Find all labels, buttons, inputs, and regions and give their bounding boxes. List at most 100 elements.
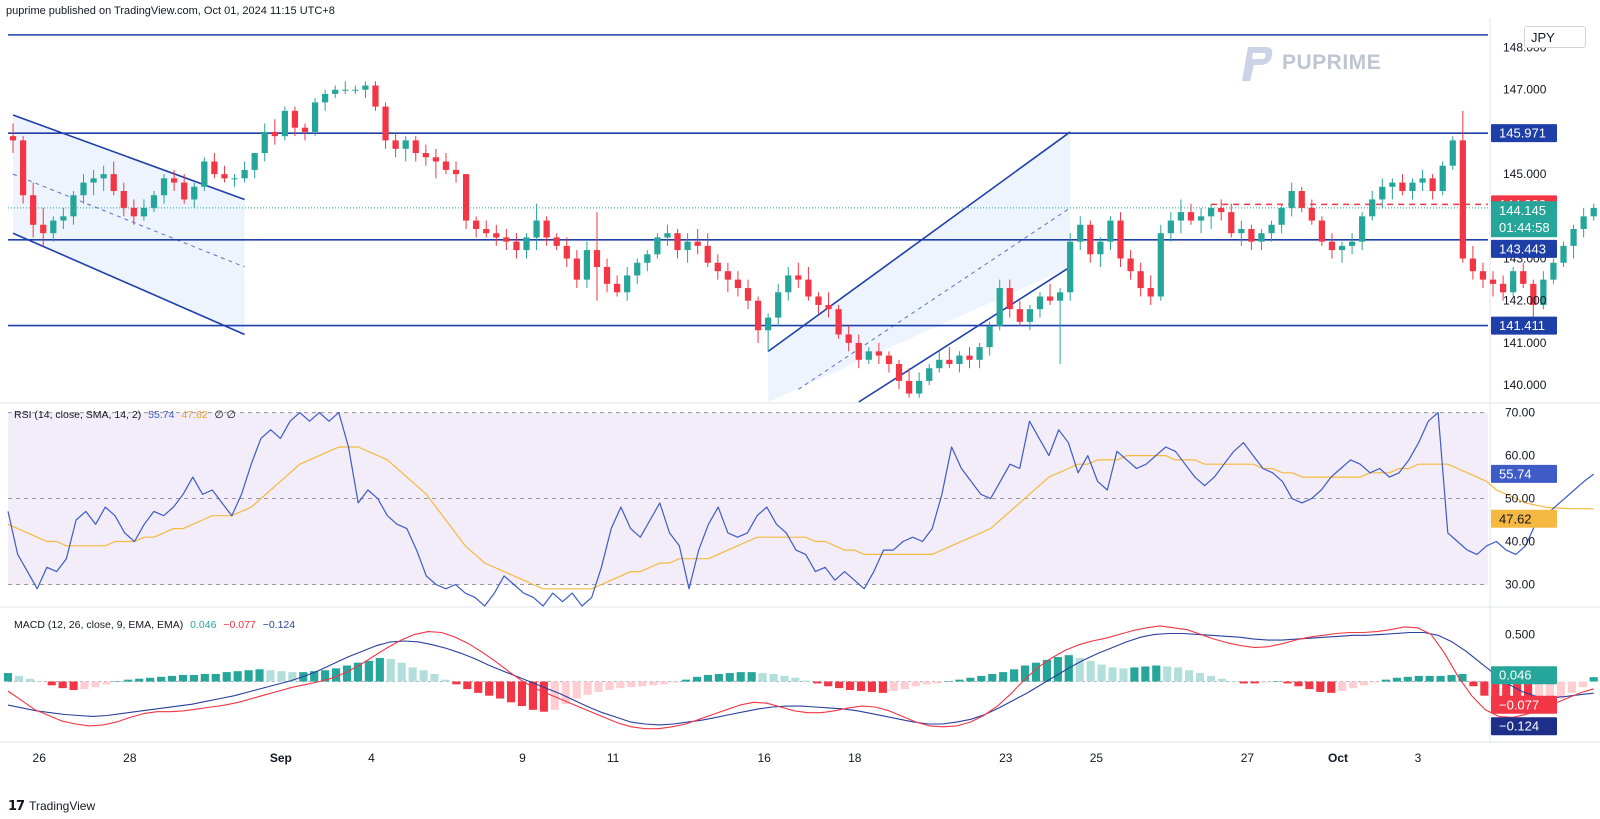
macd-histogram-bar [517,681,527,707]
tradingview-footer[interactable]: 𝟭𝟳 TradingView [8,798,95,814]
candle [1147,275,1154,305]
candle [60,207,67,229]
candle-body [805,279,812,297]
candle-body [1590,207,1597,217]
channel-lower-rising [858,266,1071,403]
candle [1117,212,1124,267]
macd-histogram-bar [1283,681,1292,684]
macd-histogram-bar [1502,681,1511,708]
channel-fill-falling [13,115,245,335]
macd-histogram-bar [802,680,811,682]
candle [613,275,621,297]
candle-body [1318,220,1325,242]
candle [181,174,188,204]
candle [1288,182,1295,217]
candle [1489,271,1497,297]
channel-mid-rising [798,207,1071,390]
candle [1258,228,1265,251]
price-axis-tick: 147.000 [1503,83,1547,97]
candle-body [1570,228,1577,246]
candle [9,123,17,154]
candle-body [986,326,993,348]
candle-body [1077,224,1084,242]
macd-histogram-bar [91,681,100,688]
candle-body [473,220,480,229]
candle [332,85,339,99]
candle [1439,161,1446,196]
candle [1187,203,1195,225]
candle-body [503,237,510,242]
candle [563,237,570,267]
macd-histogram-bar [856,681,866,691]
macd-histogram-bar [977,675,986,682]
rsi-extra: ∅ ∅ [215,409,236,421]
macd-histogram-bar [955,679,964,682]
candle [684,233,691,263]
candle [634,258,641,284]
rsi-current-label-bg [1491,464,1557,483]
macd-histogram-bar [157,676,166,682]
candle-body [1006,288,1013,310]
candle-body [372,85,379,107]
candle-body [533,220,540,238]
candle [1006,279,1013,318]
macd-histogram-bar [364,660,373,682]
candle [553,233,560,251]
candle-body [261,131,268,154]
candle [1157,224,1164,301]
macd-histogram-bar [1513,681,1522,710]
candle [241,161,248,183]
macd-histogram-bar [47,681,56,686]
candle [1177,199,1185,234]
macd-histogram-bar [769,674,778,682]
channel-upper-rising [767,131,1071,353]
candle [1369,191,1376,221]
candle-body [1348,241,1356,246]
candle-body [1097,241,1104,255]
candle-body [301,127,309,132]
candle [1036,292,1044,318]
rsi-sma-label: 47.62 [1499,511,1532,526]
macd-histogram-bar [550,681,559,710]
macd-macd-label-bg [1491,695,1557,714]
macd-histogram-bar [988,674,997,682]
macd-histogram-bar [1556,681,1565,699]
macd-histogram-bar [474,681,483,693]
macd-histogram-bar [1425,675,1434,682]
candle [1298,186,1305,213]
candle-body [956,355,963,365]
candle-body [1499,283,1507,293]
macd-histogram-bar [397,662,406,682]
candle [986,321,993,356]
candle-body [916,380,923,394]
macd-histogram-bar [1042,659,1051,682]
candle-body [402,140,409,149]
candle-body [543,220,550,238]
rsi-pane [7,412,1595,607]
candle [311,98,319,137]
candle [382,102,389,149]
candle [1107,216,1114,251]
candle-body [90,178,97,183]
candle [1127,250,1134,280]
candle [422,144,429,166]
candle-body [734,279,742,289]
macd-line [7,625,1594,730]
macd-histogram-bar [1469,681,1478,687]
candle-body [80,182,87,196]
macd-histogram-bar [321,670,330,682]
macd-histogram-bar [1327,681,1336,693]
price-axis-tick: 142.000 [1503,294,1547,308]
candle [80,174,87,204]
macd-histogram-bar [900,681,909,690]
macd-histogram-bar [660,681,669,685]
candle [825,292,832,318]
macd-histogram-bar [342,665,352,682]
price-axis: 148.000147.000145.000143.000142.000141.0… [1491,41,1557,736]
candle [271,119,278,145]
macd-histogram-bar [1261,681,1270,683]
candle-body [19,140,27,196]
currency-selector[interactable]: JPY [1524,26,1586,48]
candle-body [452,169,460,175]
